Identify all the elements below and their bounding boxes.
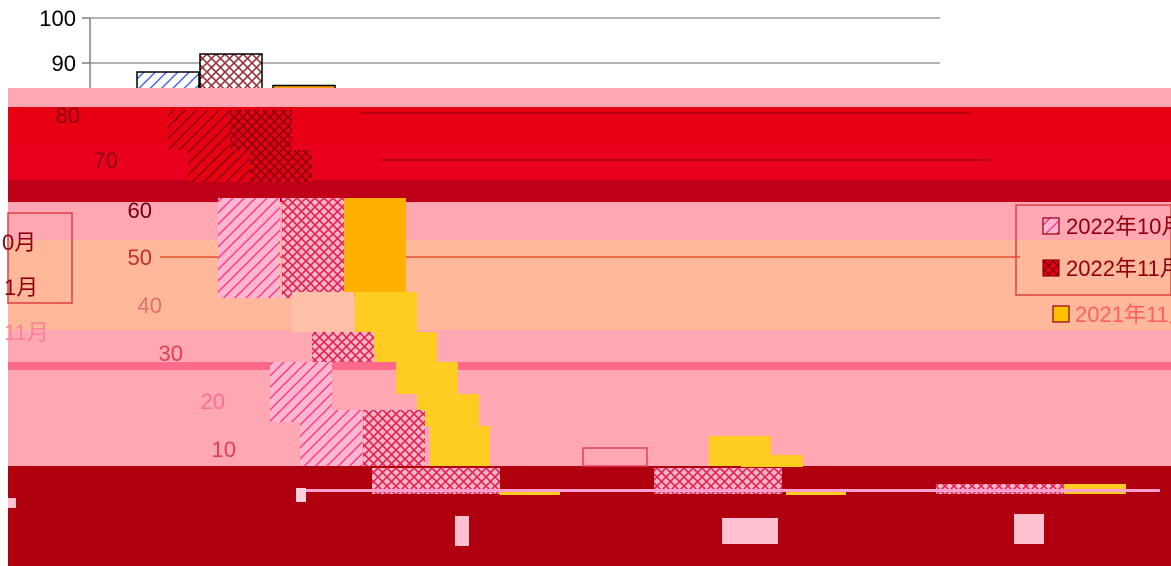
glitch-fragment-1 bbox=[296, 488, 306, 502]
ghost-tick-label-10: 10 bbox=[212, 437, 236, 462]
legend-left-fragment-0: 0月 bbox=[2, 230, 36, 255]
glitch-step-pink-1 bbox=[292, 292, 354, 332]
legend-left-fragment-1: 1月 bbox=[4, 275, 38, 300]
glitch-small-bar-2 bbox=[741, 455, 803, 467]
legend-left-fragment-2: 11月 bbox=[4, 320, 49, 345]
glitch-bar-orange bbox=[344, 198, 406, 298]
glitch-fragment-5 bbox=[8, 498, 16, 508]
legend-label-1: 2022年11月 bbox=[1066, 256, 1171, 281]
glitch-band-red-3 bbox=[8, 180, 1171, 202]
glitch-small-bar-outline bbox=[582, 447, 648, 467]
glitch-step-4 bbox=[417, 394, 479, 426]
glitch-step-3 bbox=[396, 362, 458, 394]
y-tick-label-100: 100 bbox=[39, 6, 76, 31]
ghost-tick-labels: 80 70 60 50 40 30 20 10 bbox=[56, 103, 236, 462]
ghost-tick-label-40: 40 bbox=[138, 293, 162, 318]
glitch-bar-cross-red-2 bbox=[250, 150, 312, 182]
legend-swatch-0 bbox=[1042, 217, 1060, 235]
ghost-tick-label-20: 20 bbox=[201, 389, 225, 414]
glitch-legend-frame-right bbox=[1015, 204, 1171, 296]
glitch-fragment-4 bbox=[1014, 514, 1044, 544]
glitch-overlay bbox=[7, 88, 1171, 566]
glitch-bar-cross-red bbox=[230, 110, 292, 150]
glitch-bottom-yellow-3 bbox=[786, 491, 846, 495]
glitch-step-pink-4 bbox=[363, 410, 425, 466]
glitch-bar-cross-pink bbox=[282, 198, 344, 298]
glitch-step-pink-2 bbox=[312, 332, 374, 362]
ghost-tick-label-70: 70 bbox=[94, 148, 118, 173]
glitch-step-5 bbox=[430, 426, 490, 466]
glitch-step-pink-5 bbox=[300, 410, 362, 466]
glitch-bar-diag-pink bbox=[218, 198, 280, 298]
glitch-axis-line bbox=[300, 489, 1160, 492]
y-axis-ticks: 90 100 bbox=[39, 6, 90, 76]
legend: 0月 1月 11月 2022年10月 2022年11月 2021年11月 bbox=[2, 214, 1171, 345]
glitch-band-red-2 bbox=[8, 145, 1171, 183]
legend-swatch-2 bbox=[1052, 305, 1070, 323]
glitch-bar-diag-red-2 bbox=[188, 150, 250, 182]
legend-label-2: 2021年11月 bbox=[1075, 302, 1171, 327]
y-tick-label-90: 90 bbox=[52, 51, 76, 76]
ghost-tick-label-30: 30 bbox=[159, 341, 183, 366]
ghost-tick-label-50: 50 bbox=[128, 245, 152, 270]
glitch-band-peach-2 bbox=[8, 300, 1171, 330]
glitch-bar-diag-red bbox=[168, 110, 230, 150]
glitch-step-2 bbox=[375, 332, 437, 362]
glitch-bottom-yellow-2 bbox=[500, 491, 560, 495]
legend-label-0: 2022年10月 bbox=[1066, 214, 1171, 239]
glitch-band-dark-red bbox=[8, 466, 1171, 566]
glitch-fragment-3 bbox=[722, 518, 778, 544]
legend-swatch-1 bbox=[1042, 259, 1060, 277]
glitch-fragment-2 bbox=[455, 516, 469, 546]
ghost-tick-label-80: 80 bbox=[56, 103, 80, 128]
ghost-tick-label-60: 60 bbox=[128, 198, 152, 223]
glitch-legend-frame-left bbox=[7, 212, 73, 304]
glitch-band-peach bbox=[8, 240, 1171, 300]
glitch-band-line bbox=[8, 362, 1171, 370]
